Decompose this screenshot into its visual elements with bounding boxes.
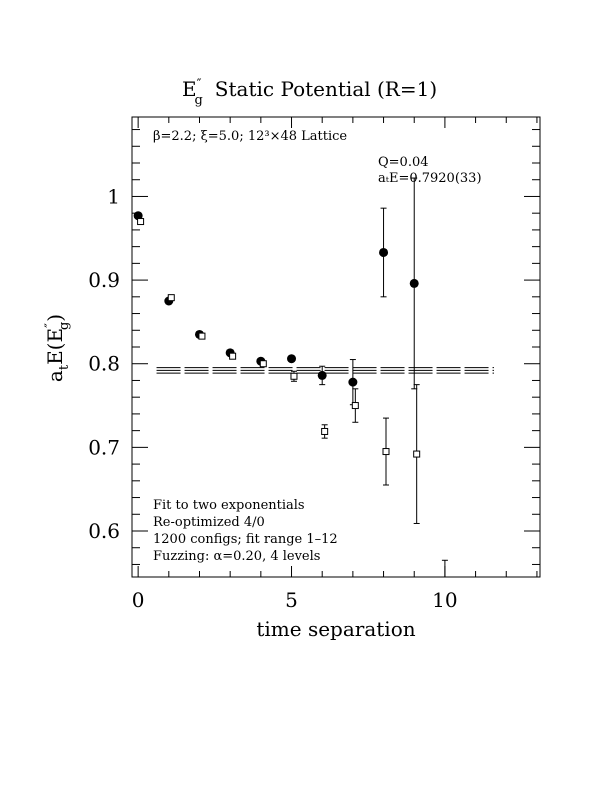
x-tick-label: 5	[285, 588, 298, 612]
data-point-circle	[133, 211, 143, 221]
y-tick-label: 0.7	[88, 435, 120, 459]
chart-title: E″ g Static Potential (R=1)	[182, 77, 437, 108]
data-point-square	[167, 294, 175, 302]
data-point-square	[382, 448, 390, 456]
lattice-info: β=2.2; ξ=5.0; 12³×48 Lattice	[153, 129, 347, 144]
title-rest: Static Potential (R=1)	[215, 77, 437, 101]
y-label-a-sub: t	[57, 364, 72, 370]
y-label-g-sub: g	[57, 322, 72, 330]
title-prime: ″	[197, 77, 202, 92]
data-point-square	[290, 372, 298, 380]
data-point-square	[259, 360, 267, 368]
note-configs: 1200 configs; fit range 1–12	[153, 532, 338, 547]
fit-energy: aₜE=0.7920(33)	[378, 171, 482, 186]
note-fuzzing: Fuzzing: α=0.20, 4 levels	[153, 549, 320, 564]
x-tick-label: 10	[432, 588, 457, 612]
title-symbol: E	[182, 77, 197, 101]
data-point-square	[351, 402, 359, 410]
note-optimization: Re-optimized 4/0	[153, 515, 265, 530]
fit-quality: Q=0.04	[378, 155, 429, 170]
y-tick-label: 0.8	[88, 352, 120, 376]
data-point-square	[321, 427, 329, 435]
data-point-circle	[379, 247, 389, 257]
y-tick-label: 0.9	[88, 268, 120, 292]
data-point-square	[198, 332, 206, 340]
data-point-square	[229, 352, 237, 360]
data-point-circle	[317, 370, 327, 380]
tick-labels: 0 5 10 0.6 0.7 0.8 0.9 1	[88, 184, 457, 612]
axis-ticks	[132, 117, 540, 577]
title-subscript: g	[194, 93, 202, 108]
data-point-square	[413, 450, 421, 458]
data-point-circle	[409, 278, 419, 288]
x-tick-label: 0	[132, 588, 145, 612]
x-axis-label: time separation	[256, 617, 415, 641]
data-point-circle	[287, 354, 297, 364]
y-tick-label: 0.6	[88, 519, 120, 543]
y-label-energy: E(E	[43, 328, 67, 365]
y-axis-label: atE(E″g)	[43, 314, 72, 382]
y-label-prime: ″	[43, 323, 58, 328]
y-tick-label: 1	[107, 184, 120, 208]
note-fit-type: Fit to two exponentials	[153, 498, 305, 513]
data-point-square	[137, 218, 145, 226]
data-point-circle	[348, 377, 358, 387]
data-marks	[133, 177, 448, 578]
y-label-close: )	[43, 314, 67, 322]
y-label-a: a	[43, 370, 67, 382]
